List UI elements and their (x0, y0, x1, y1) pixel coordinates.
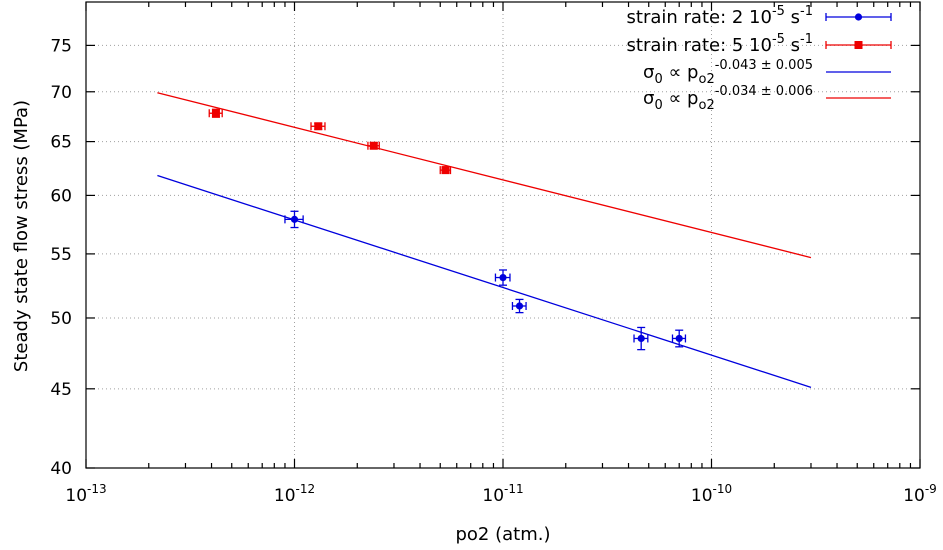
x-tick-exponent: -13 (87, 482, 107, 496)
data-point (208, 108, 223, 118)
data-point (511, 298, 527, 314)
data-points (208, 108, 687, 351)
x-tick-base: 10 (482, 486, 504, 506)
x-tick-label: 10-12 (274, 482, 315, 506)
legend-entry-label: strain rate: 2 10-5 s-1 (627, 4, 813, 28)
x-tick-exponent: -11 (504, 482, 524, 496)
fit-lines (157, 92, 812, 388)
x-tick-exponent: -12 (296, 482, 316, 496)
data-point (671, 329, 687, 348)
x-tick-base: 10 (65, 486, 87, 506)
legend-subscript: o2 (698, 98, 714, 113)
legend-text-part: σ (643, 88, 654, 109)
y-tick-label: 50 (50, 309, 72, 329)
x-tick-label: 10-11 (482, 482, 523, 506)
legend-text-part: s (785, 35, 800, 56)
legend-text-part: σ (643, 62, 654, 83)
x-tick-exponent: -10 (713, 482, 733, 496)
y-tick-label: 45 (50, 380, 72, 400)
legend-entry-label: σ0 ∝ po2-0.043 ± 0.005 (643, 58, 813, 87)
legend-superscript: -5 (772, 32, 785, 47)
legend-superscript: -1 (800, 32, 813, 47)
y-tick-label: 75 (50, 36, 72, 56)
x-tick-base: 10 (903, 486, 925, 506)
legend-key-marker (854, 41, 863, 49)
legend-entry-label: strain rate: 5 10-5 s-1 (627, 32, 813, 56)
fit-line (157, 92, 812, 259)
legend-superscript: -5 (772, 4, 785, 19)
legend-superscript: -1 (800, 4, 813, 19)
y-tick-label: 65 (50, 133, 72, 153)
legend-text-part: s (785, 7, 800, 28)
legend-text-part: ∝ p (663, 62, 699, 83)
y-tick-label: 70 (50, 83, 72, 103)
legend-subscript: 0 (654, 72, 662, 87)
x-tick-label: 10-13 (65, 482, 106, 506)
legend-text-part: strain rate: 2 10 (627, 7, 772, 28)
x-tick-base: 10 (274, 486, 296, 506)
y-tick-label: 55 (50, 245, 72, 265)
data-point (633, 326, 649, 351)
x-tick-label: 10-9 (903, 482, 937, 506)
legend-key (825, 41, 892, 49)
data-point (439, 166, 452, 175)
legend-superscript: -0.034 ± 0.006 (715, 84, 813, 99)
data-point (494, 269, 511, 286)
data-marker (314, 122, 323, 131)
legend-text-part: ∝ p (663, 88, 699, 109)
data-marker (637, 334, 645, 343)
grid (86, 2, 920, 468)
data-marker (369, 141, 378, 150)
data-marker (211, 109, 220, 118)
y-tick-label: 40 (50, 459, 72, 479)
x-tick-exponent: -9 (925, 482, 937, 496)
legend-subscript: 0 (654, 98, 662, 113)
data-marker (675, 334, 683, 343)
data-point (310, 122, 326, 131)
data-marker (515, 302, 524, 310)
y-axis-label: Steady state flow stress (MPa) (11, 100, 32, 372)
legend-entry-label: σ0 ∝ po2-0.034 ± 0.006 (643, 84, 813, 113)
legend-key-marker (854, 13, 863, 21)
legend-text-part: strain rate: 5 10 (627, 35, 772, 56)
data-marker (290, 215, 299, 223)
legend-key (825, 13, 892, 21)
legend-subscript: o2 (698, 72, 714, 87)
data-marker (499, 273, 507, 282)
fit-line (157, 174, 812, 388)
data-point (284, 210, 304, 229)
x-tick-label: 10-10 (691, 482, 732, 506)
x-axis-label: po2 (atm.) (455, 524, 550, 545)
data-point (367, 141, 380, 150)
legend-superscript: -0.043 ± 0.005 (715, 58, 813, 73)
y-tick-label: 60 (50, 186, 72, 206)
x-tick-base: 10 (691, 486, 713, 506)
data-marker (441, 166, 450, 175)
